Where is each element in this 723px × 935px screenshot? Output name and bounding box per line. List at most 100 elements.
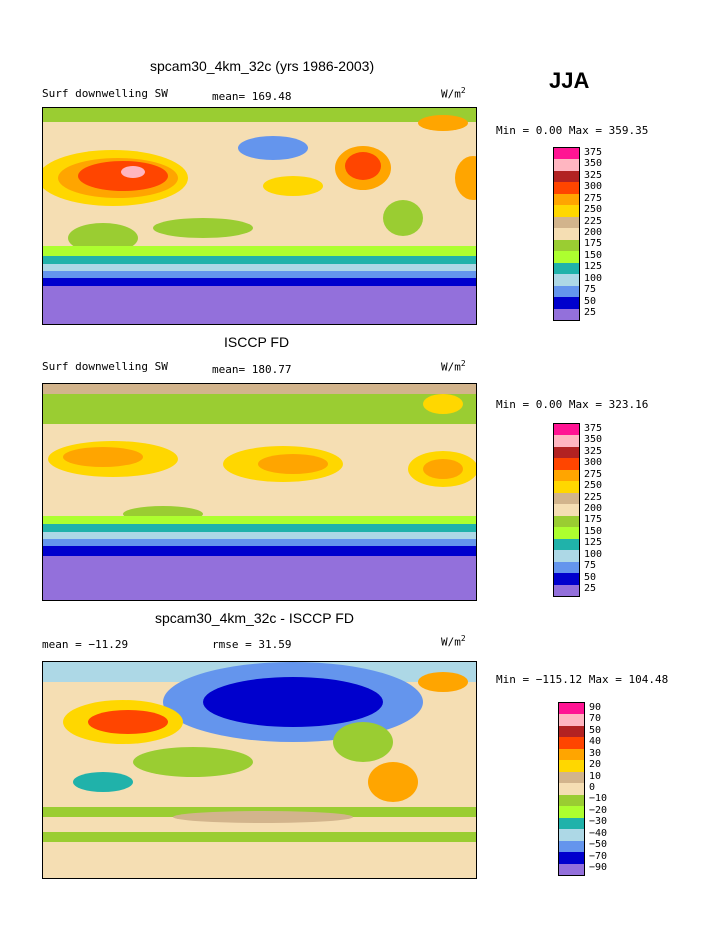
colorbar-label: 125 — [584, 261, 603, 273]
colorbar-label: 150 — [584, 525, 603, 537]
colorbar-label: 50 — [589, 724, 602, 736]
colorbar-label: 325 — [584, 169, 603, 181]
colorbar-label: −30 — [589, 816, 608, 828]
colorbar-label: 70 — [589, 713, 602, 725]
panel1-title: spcam30_4km_32c (yrs 1986-2003) — [150, 58, 375, 74]
colorbar-label: 175 — [584, 514, 603, 526]
colorbar-label: 175 — [584, 238, 603, 250]
panel2-units: W/m2 — [441, 359, 466, 374]
colorbar-swatch — [559, 725, 584, 738]
colorbar-swatch — [559, 737, 584, 750]
panel1-colorbar — [553, 147, 580, 321]
season-label: JJA — [549, 68, 590, 93]
panel1-map — [42, 107, 477, 325]
panel3-title: spcam30_4km_32c - ISCCP FD — [155, 610, 354, 626]
panel3-units: W/m2 — [441, 634, 466, 649]
colorbar-swatch — [554, 205, 579, 218]
panel3-rmse-label: rmse = 31.59 — [212, 638, 292, 651]
colorbar-swatch — [554, 504, 579, 517]
colorbar-label: 250 — [584, 480, 603, 492]
panel3-colorbar — [558, 702, 585, 876]
colorbar-swatch — [554, 274, 579, 287]
panel2-map-plot — [43, 384, 476, 600]
colorbar-label: 300 — [584, 181, 603, 193]
colorbar-swatch — [559, 817, 584, 830]
colorbar-swatch — [559, 794, 584, 807]
colorbar-swatch — [554, 182, 579, 195]
colorbar-swatch — [559, 748, 584, 761]
colorbar-swatch — [554, 228, 579, 241]
colorbar-label: 75 — [584, 284, 597, 296]
colorbar-label: 150 — [584, 249, 603, 261]
panel1-map-plot — [43, 108, 476, 324]
colorbar-label: −40 — [589, 827, 608, 839]
colorbar-label: 90 — [589, 701, 602, 713]
colorbar-swatch — [554, 297, 579, 310]
colorbar-label: 325 — [584, 445, 603, 457]
colorbar-swatch — [554, 216, 579, 229]
colorbar-swatch — [559, 806, 584, 819]
panel1-mean-label: mean= 169.48 — [212, 90, 292, 103]
colorbar-swatch — [554, 573, 579, 586]
colorbar-label: −90 — [589, 862, 608, 874]
colorbar-swatch — [554, 239, 579, 252]
colorbar-label: 350 — [584, 434, 603, 446]
colorbar-swatch — [559, 771, 584, 784]
panel1-minmax: Min = 0.00 Max = 359.35 — [496, 124, 649, 137]
colorbar-swatch — [554, 424, 579, 436]
colorbar-label: −70 — [589, 850, 608, 862]
colorbar-swatch — [554, 170, 579, 183]
colorbar-label: 225 — [584, 215, 603, 227]
panel1-variable-label: Surf downwelling SW — [42, 87, 168, 100]
colorbar-label: 75 — [584, 560, 597, 572]
panel3-minmax: Min = −115.12 Max = 104.48 — [496, 673, 669, 686]
colorbar-swatch — [559, 863, 584, 876]
colorbar-label: 200 — [584, 503, 603, 514]
colorbar-swatch — [554, 435, 579, 448]
panel2-variable-label: Surf downwelling SW — [42, 360, 168, 373]
colorbar-label: −50 — [589, 839, 608, 851]
colorbar-label: 50 — [584, 295, 597, 307]
colorbar-swatch — [554, 446, 579, 459]
colorbar-label: 10 — [589, 770, 602, 782]
panel1-units: W/m2 — [441, 86, 466, 101]
colorbar-swatch — [554, 262, 579, 275]
colorbar-label: 25 — [584, 307, 597, 319]
colorbar-swatch — [559, 714, 584, 727]
colorbar-swatch — [554, 550, 579, 563]
colorbar-label: 375 — [584, 422, 603, 434]
colorbar-label: 25 — [584, 583, 597, 595]
colorbar-swatch — [554, 515, 579, 528]
panel3-map — [42, 661, 477, 879]
colorbar-swatch — [554, 285, 579, 298]
colorbar-swatch — [559, 852, 584, 865]
colorbar-label: 350 — [584, 158, 603, 170]
colorbar-swatch — [554, 481, 579, 494]
colorbar-swatch — [554, 527, 579, 540]
colorbar-label: 375 — [584, 146, 603, 158]
colorbar-label: −10 — [589, 793, 608, 805]
colorbar-label: 225 — [584, 491, 603, 503]
colorbar-swatch — [554, 492, 579, 505]
panel2-minmax: Min = 0.00 Max = 323.16 — [496, 398, 649, 411]
panel2-title: ISCCP FD — [224, 334, 290, 350]
colorbar-label: 275 — [584, 468, 603, 480]
colorbar-swatch — [554, 251, 579, 264]
colorbar-swatch — [559, 829, 584, 842]
colorbar-label: 250 — [584, 204, 603, 216]
colorbar-label: 125 — [584, 537, 603, 549]
colorbar-swatch — [554, 148, 579, 160]
panel3-map-plot — [43, 662, 476, 878]
colorbar-label: 200 — [584, 227, 603, 238]
colorbar-label: 0 — [589, 782, 596, 793]
colorbar-label: 30 — [589, 747, 602, 759]
colorbar-label: 275 — [584, 192, 603, 204]
colorbar-swatch — [554, 469, 579, 482]
panel2-map — [42, 383, 477, 601]
colorbar-swatch — [554, 561, 579, 574]
colorbar-swatch — [554, 458, 579, 471]
panel3-mean-label: mean = −11.29 — [42, 638, 129, 651]
colorbar-label: 20 — [589, 759, 602, 771]
colorbar-label: −20 — [589, 804, 608, 816]
colorbar-swatch — [559, 760, 584, 773]
